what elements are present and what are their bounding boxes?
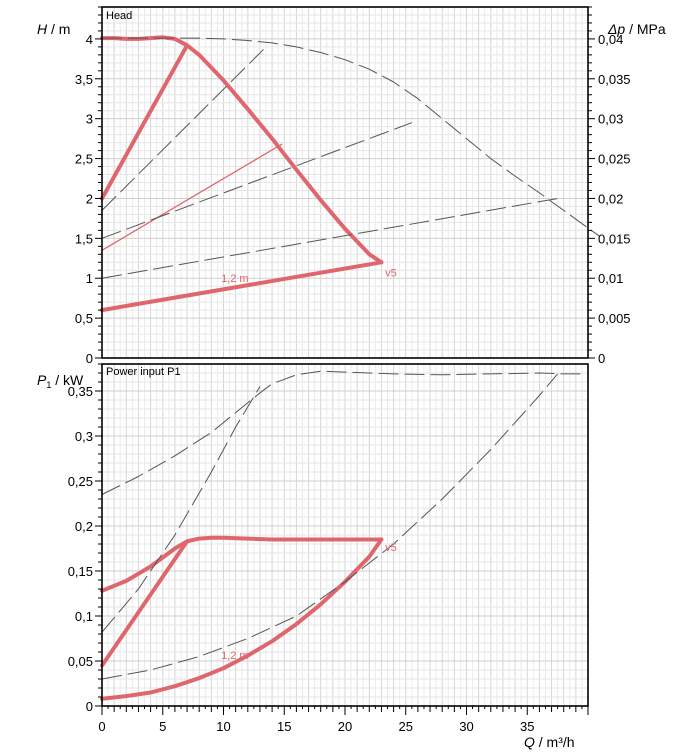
power-x-tick-label: 25 xyxy=(399,719,413,734)
head-curve-dashed xyxy=(101,46,267,211)
head-curves: 1,2 m v5 xyxy=(100,35,601,313)
power-y-tick-label: 0,05 xyxy=(68,654,93,669)
power-ticks: 0 0,05 0,1 0,15 0,2 0,25 0,3 0,35 0 5 10 15 20 25 30 35 xyxy=(68,363,589,734)
power-x-tick-label: 10 xyxy=(216,719,230,734)
power-y-tick-label: 0,2 xyxy=(75,519,93,534)
power-x-tick-label: 15 xyxy=(277,719,291,734)
head-y-tick-label: 0,5 xyxy=(75,311,93,326)
head-y2-tick-label: 0,035 xyxy=(598,72,631,87)
head-y2-tick-label: 0,02 xyxy=(598,191,623,206)
head-y-tick-label: 3 xyxy=(86,112,93,127)
head-curve-thin xyxy=(101,143,283,251)
power-curve-dashed xyxy=(101,386,261,633)
power-curves: 1,2 m v5 xyxy=(100,370,582,701)
power-curve-dashed xyxy=(101,370,582,495)
power-axis-title: P1 / kW xyxy=(37,372,84,390)
power-axis-unit: / kW xyxy=(51,372,84,388)
power-x-tick-label: 0 xyxy=(98,719,105,734)
head-axis-unit: / m xyxy=(47,21,70,37)
power-x-tick-label: 30 xyxy=(459,719,473,734)
head-axis-variable: H xyxy=(37,21,48,37)
power-x-tick-label: 20 xyxy=(338,719,352,734)
power-curve-bold xyxy=(100,539,190,668)
power-y-tick-label: 0,15 xyxy=(68,564,93,579)
head-curve-label: 1,2 m xyxy=(221,273,249,285)
head-y2-tick-label: 0,015 xyxy=(598,231,631,246)
head-y-tick-label: 2,5 xyxy=(75,152,93,167)
head-y2-tick-label: 0,025 xyxy=(598,152,631,167)
head-curve-bold xyxy=(100,43,190,201)
head-y-tick-label: 4 xyxy=(86,32,93,47)
flow-axis-unit: / m³/h xyxy=(535,734,575,750)
head-y-tick-label: 3,5 xyxy=(75,72,93,87)
head-panel: 1,2 m v5 0 0,5 1 1,5 2 2,5 3 3,5 4 0 0,005 0,01 0,015… xyxy=(37,6,666,366)
head-curve-dashed xyxy=(102,37,601,238)
power-axis-variable: P xyxy=(37,372,47,388)
power-y-tick-label: 0,25 xyxy=(68,474,93,489)
head-ticks: 0 0,5 1 1,5 2 2,5 3 3,5 4 0 0,005 0,01 0,015 0,02 0,02… xyxy=(75,6,631,366)
head-panel-title: Head xyxy=(106,10,132,22)
power-x-tick-label: 35 xyxy=(520,719,534,734)
head-y2-tick-label: 0,005 xyxy=(598,311,631,326)
power-y-tick-label: 0 xyxy=(86,699,93,714)
head-y2-tick-label: 0,01 xyxy=(598,271,623,286)
power-axis-subscript: 1 xyxy=(46,380,51,390)
head-y2-tick-label: 0,04 xyxy=(598,32,623,47)
power-curve-dashed xyxy=(101,373,558,680)
head-curve-bold xyxy=(100,260,384,313)
power-grid xyxy=(102,364,588,706)
head-y-tick-label: 1 xyxy=(86,271,93,286)
head-grid xyxy=(102,7,588,358)
head-curve-label: v5 xyxy=(385,268,397,280)
flow-axis-variable: Q xyxy=(524,734,535,750)
head-y2-tick-label: 0 xyxy=(598,351,605,366)
power-y-tick-label: 0,1 xyxy=(75,609,93,624)
power-curve-label: v5 xyxy=(385,542,397,554)
power-curve-bold xyxy=(100,535,384,593)
head-y-tick-label: 2 xyxy=(86,191,93,206)
power-y-tick-label: 0,35 xyxy=(68,384,93,399)
power-x-tick-label: 5 xyxy=(159,719,166,734)
head-y2-tick-label: 0,03 xyxy=(598,112,623,127)
head-curve-dashed xyxy=(101,122,412,239)
power-panel-title: Power input P1 xyxy=(106,366,181,378)
power-y-tick-label: 0,3 xyxy=(75,429,93,444)
head-y-tick-label: 1,5 xyxy=(75,231,93,246)
pressure-axis-unit: / MPa xyxy=(625,21,666,37)
flow-axis-title: Q / m³/h xyxy=(524,734,575,750)
head-curve-bold xyxy=(100,35,384,265)
power-curve-label: 1,2 m xyxy=(221,650,249,662)
pressure-axis-title: Δp / MPa xyxy=(607,21,666,37)
head-axis-title: H / m xyxy=(37,21,70,37)
power-panel: 1,2 m v5 0 0,05 0,1 0,15 0,2 0,25 0,3 0,35 0 5 10 15… xyxy=(37,363,589,750)
head-y-tick-label: 0 xyxy=(86,351,93,366)
pressure-axis-variable: Δp xyxy=(607,21,625,37)
